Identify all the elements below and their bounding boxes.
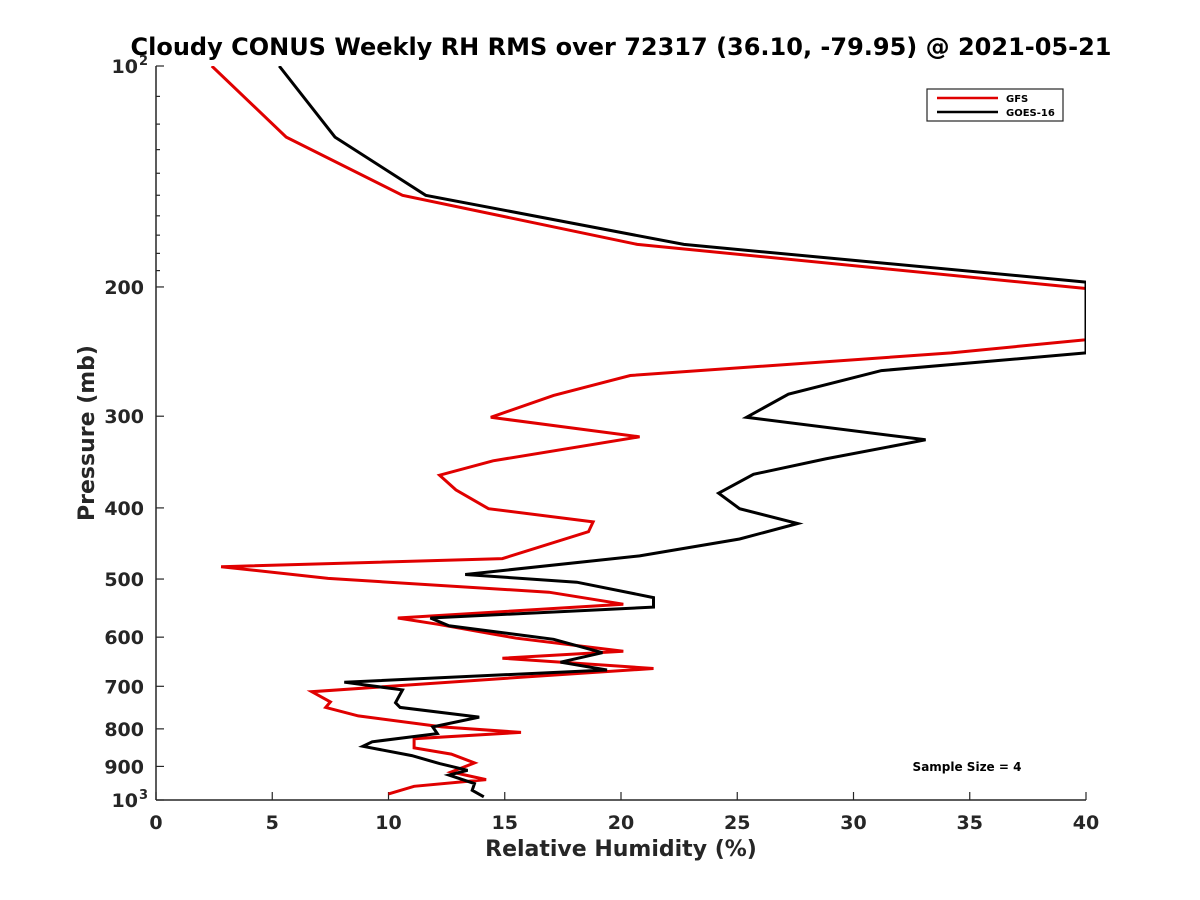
y-tick-label: 300	[104, 406, 144, 428]
legend-label: GFS	[1006, 94, 1028, 105]
x-tick-label: 20	[608, 812, 634, 834]
chart-title: Cloudy CONUS Weekly RH RMS over 72317 (3…	[131, 33, 1112, 61]
y-tick-label: 700	[104, 676, 144, 698]
x-tick-label: 5	[266, 812, 279, 834]
legend-box	[926, 88, 1064, 122]
y-tick-exponent: 2	[139, 54, 148, 69]
y-tick-label: 800	[104, 719, 144, 741]
x-tick-label: 15	[492, 812, 518, 834]
y-tick-label: 10	[112, 790, 138, 812]
y-tick-label: 500	[104, 569, 144, 591]
sample-size-annotation: Sample Size = 4	[913, 760, 1022, 774]
y-tick-label: 900	[104, 756, 144, 778]
x-tick-label: 35	[957, 812, 983, 834]
x-tick-label: 30	[840, 812, 866, 834]
y-tick-exponent: 3	[139, 788, 148, 803]
y-axis-label: Pressure (mb)	[75, 345, 100, 521]
series-layer	[210, 66, 1086, 799]
y-tick-label: 10	[112, 56, 138, 78]
legend: GFS GOES-16	[926, 88, 1064, 122]
x-tick-label: 10	[375, 812, 401, 834]
series-line-gfs	[210, 66, 1086, 796]
x-tick-label: 40	[1073, 812, 1099, 834]
series-line-goes-16	[278, 66, 1086, 799]
x-tick-label: 25	[724, 812, 750, 834]
x-tick-label: 0	[149, 812, 162, 834]
y-tick-label: 200	[104, 277, 144, 299]
y-tick-label: 600	[104, 627, 144, 649]
y-tick-label: 400	[104, 498, 144, 520]
x-axis-label: Relative Humidity (%)	[485, 837, 757, 862]
legend-label: GOES-16	[1006, 108, 1055, 119]
